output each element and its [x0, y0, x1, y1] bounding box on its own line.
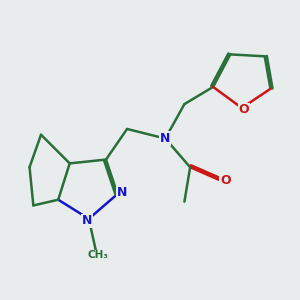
- Text: O: O: [220, 174, 231, 187]
- Text: N: N: [117, 186, 127, 199]
- Text: O: O: [238, 103, 249, 116]
- Text: N: N: [160, 132, 170, 145]
- Text: N: N: [82, 214, 92, 227]
- Text: CH₃: CH₃: [88, 250, 109, 260]
